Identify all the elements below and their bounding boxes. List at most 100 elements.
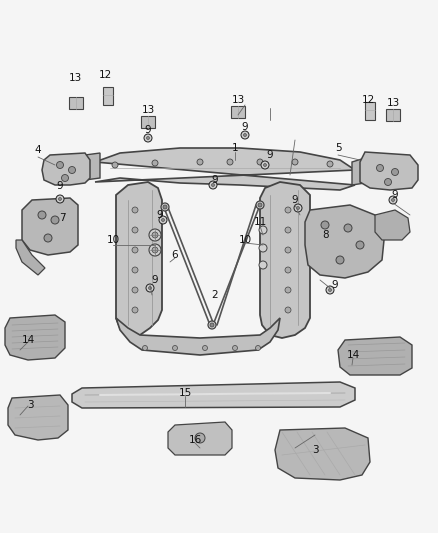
Circle shape: [61, 174, 68, 182]
Text: 9: 9: [152, 275, 158, 285]
Circle shape: [146, 136, 149, 140]
Circle shape: [256, 201, 264, 209]
Text: 13: 13: [68, 73, 81, 83]
Circle shape: [285, 287, 291, 293]
Text: 5: 5: [335, 143, 341, 153]
Polygon shape: [275, 428, 370, 480]
Circle shape: [255, 345, 261, 351]
Text: 9: 9: [57, 181, 64, 191]
Circle shape: [173, 345, 177, 351]
Polygon shape: [16, 240, 45, 275]
Text: 6: 6: [172, 250, 178, 260]
Circle shape: [258, 203, 262, 207]
Text: 12: 12: [361, 95, 374, 105]
Circle shape: [149, 229, 161, 241]
Circle shape: [161, 203, 169, 211]
Polygon shape: [141, 116, 155, 128]
Circle shape: [259, 244, 267, 252]
Circle shape: [356, 241, 364, 249]
Circle shape: [152, 247, 158, 253]
Circle shape: [148, 287, 152, 289]
Text: 13: 13: [386, 98, 399, 108]
Circle shape: [227, 159, 233, 165]
Polygon shape: [5, 315, 65, 360]
Text: 3: 3: [27, 400, 33, 410]
Circle shape: [377, 165, 384, 172]
Polygon shape: [352, 158, 372, 185]
Circle shape: [152, 232, 158, 238]
Circle shape: [392, 168, 399, 175]
Polygon shape: [375, 210, 410, 240]
Text: 15: 15: [178, 388, 192, 398]
Polygon shape: [360, 152, 418, 190]
Text: 9: 9: [332, 280, 338, 290]
Polygon shape: [338, 337, 412, 375]
Text: 13: 13: [231, 95, 245, 105]
Circle shape: [210, 323, 214, 327]
Text: 11: 11: [253, 217, 267, 227]
Circle shape: [68, 166, 75, 174]
Circle shape: [261, 161, 269, 169]
Circle shape: [285, 247, 291, 253]
Text: 16: 16: [188, 435, 201, 445]
Circle shape: [285, 307, 291, 313]
Circle shape: [233, 345, 237, 351]
Circle shape: [152, 160, 158, 166]
Circle shape: [292, 159, 298, 165]
Text: 7: 7: [59, 213, 65, 223]
Text: 8: 8: [323, 230, 329, 240]
Circle shape: [195, 433, 205, 443]
Circle shape: [162, 219, 165, 222]
Polygon shape: [78, 153, 100, 180]
Polygon shape: [168, 422, 232, 455]
Circle shape: [257, 159, 263, 165]
Circle shape: [132, 247, 138, 253]
Text: 3: 3: [312, 445, 318, 455]
Circle shape: [241, 131, 249, 139]
Circle shape: [328, 288, 332, 292]
Circle shape: [212, 183, 215, 187]
Circle shape: [57, 161, 64, 168]
Text: 9: 9: [212, 175, 218, 185]
Circle shape: [285, 267, 291, 273]
Polygon shape: [305, 205, 385, 278]
Polygon shape: [22, 198, 78, 255]
Polygon shape: [69, 97, 83, 109]
Circle shape: [392, 198, 395, 201]
Text: 9: 9: [267, 150, 273, 160]
Polygon shape: [365, 102, 375, 120]
Polygon shape: [231, 106, 245, 118]
Circle shape: [197, 159, 203, 165]
Circle shape: [297, 206, 300, 209]
Text: 14: 14: [346, 350, 360, 360]
Circle shape: [59, 198, 61, 200]
Polygon shape: [260, 182, 310, 338]
Text: 10: 10: [238, 235, 251, 245]
Circle shape: [326, 286, 334, 294]
Text: 12: 12: [99, 70, 112, 80]
Circle shape: [132, 307, 138, 313]
Circle shape: [44, 234, 52, 242]
Polygon shape: [42, 153, 90, 185]
Text: 14: 14: [21, 335, 35, 345]
Circle shape: [327, 161, 333, 167]
Circle shape: [132, 207, 138, 213]
Text: 9: 9: [242, 122, 248, 132]
Circle shape: [159, 216, 167, 224]
Circle shape: [146, 284, 154, 292]
Circle shape: [142, 345, 148, 351]
Circle shape: [259, 226, 267, 234]
Circle shape: [56, 195, 64, 203]
Circle shape: [294, 204, 302, 212]
Circle shape: [51, 216, 59, 224]
Text: 2: 2: [212, 290, 218, 300]
Circle shape: [259, 261, 267, 269]
Circle shape: [149, 244, 161, 256]
Polygon shape: [95, 148, 355, 190]
Circle shape: [385, 179, 392, 185]
Circle shape: [344, 224, 352, 232]
Circle shape: [202, 345, 208, 351]
Circle shape: [264, 164, 266, 166]
Circle shape: [38, 211, 46, 219]
Circle shape: [132, 287, 138, 293]
